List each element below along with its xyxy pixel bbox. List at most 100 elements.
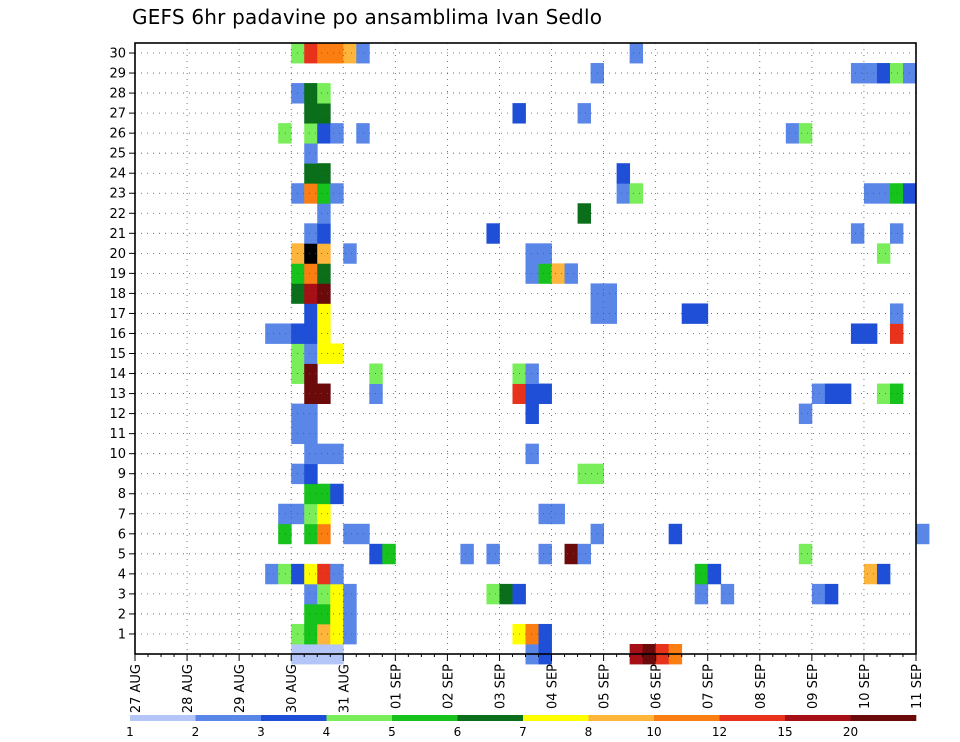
colorbar-swatch — [719, 715, 786, 721]
heatmap-cell — [330, 623, 344, 645]
plot-frame — [134, 42, 917, 655]
heatmap-cell — [538, 623, 552, 645]
y-tick-label: 22 — [109, 207, 126, 222]
heatmap-cell — [317, 623, 331, 645]
y-tick-label: 28 — [109, 87, 126, 102]
heatmap-cell — [317, 243, 331, 264]
heatmap-cell — [551, 503, 565, 525]
heatmap-cell — [369, 383, 383, 404]
heatmap-cell — [317, 203, 331, 224]
heatmap-cell — [629, 43, 644, 64]
heatmap-cell — [863, 183, 878, 204]
heatmap-cell — [317, 443, 331, 465]
colorbar: 1 2 3 4 5 6 7 8 10 12 15 20 — [126, 715, 917, 739]
heatmap-cell — [850, 223, 865, 244]
chart-title: GEFS 6hr padavine po ansamblima Ivan Sed… — [132, 5, 603, 29]
heatmap-cell — [798, 543, 813, 565]
heatmap-cell — [889, 63, 904, 84]
x-tick-label: 03 SEP — [493, 664, 508, 709]
heatmap-cell — [369, 543, 383, 565]
heatmap-cell — [330, 603, 344, 625]
heatmap-cell — [603, 283, 618, 304]
y-tick-label: 27 — [109, 107, 126, 122]
y-tick-label: 21 — [109, 227, 126, 242]
heatmap-cell — [330, 183, 344, 204]
x-tick-label: 11 SEP — [910, 664, 925, 709]
heatmap-cell — [538, 263, 552, 284]
colorbar-label: 1 — [126, 725, 134, 739]
y-tick-label: 2 — [118, 607, 126, 622]
heatmap-cell — [356, 523, 370, 545]
colorbar-label: 5 — [388, 725, 396, 739]
heatmap-cell — [317, 483, 331, 505]
heatmap-cell — [577, 463, 591, 485]
heatmap-cell — [304, 443, 318, 465]
heatmap-cell — [499, 583, 513, 605]
heatmap-cell — [330, 123, 344, 144]
heatmap-cell — [486, 543, 500, 565]
colorbar-label: 7 — [519, 725, 527, 739]
heatmap-cell — [616, 183, 631, 204]
y-axis: 1234567891011121314151617181920212223242… — [109, 47, 135, 642]
heatmap-cell — [538, 383, 552, 404]
heatmap-cell — [304, 503, 318, 525]
heatmap-cell — [304, 143, 318, 164]
heatmap-cell — [278, 563, 292, 585]
heatmap-cell — [304, 603, 318, 625]
heatmap-cell — [785, 123, 800, 144]
heatmap-cell — [460, 543, 474, 565]
x-tick-label: 05 SEP — [598, 664, 613, 709]
x-tick-label: 06 SEP — [650, 664, 665, 709]
y-tick-label: 20 — [109, 247, 126, 262]
heatmap-cell — [343, 523, 357, 545]
heatmap-cell — [330, 563, 344, 585]
heatmap-cell — [694, 303, 709, 324]
heatmap-cell — [304, 403, 318, 425]
heatmap-cell — [317, 583, 331, 605]
heatmap-cell — [317, 603, 331, 625]
heatmap-cell — [304, 283, 318, 304]
y-tick-label: 5 — [118, 547, 126, 562]
heatmap-cell — [616, 163, 631, 184]
heatmap-cell — [707, 563, 722, 585]
heatmap-cell — [304, 483, 318, 505]
y-tick-label: 24 — [109, 167, 126, 182]
heatmap-cell — [330, 343, 344, 364]
y-tick-label: 25 — [109, 147, 126, 162]
heatmap-cell — [304, 43, 318, 64]
heatmap-cell — [304, 163, 318, 184]
heatmap-cell — [577, 203, 591, 224]
y-tick-label: 16 — [109, 327, 126, 342]
heatmap-cell — [317, 163, 331, 184]
heatmap-cell — [330, 43, 344, 64]
heatmap-cell — [317, 323, 331, 344]
heatmap-cell — [317, 383, 331, 404]
x-tick-label: 04 SEP — [546, 664, 561, 709]
colorbar-label: 4 — [323, 725, 331, 739]
heatmap-cell — [356, 123, 370, 144]
heatmap-cell — [694, 583, 709, 605]
colorbar-swatch — [457, 715, 524, 721]
heatmap-cell — [304, 223, 318, 244]
heatmap-cell — [525, 243, 539, 264]
x-tick-label: 08 SEP — [754, 664, 769, 709]
heatmap-cell — [798, 123, 813, 144]
heatmap-cell — [486, 223, 500, 244]
colorbar-swatch — [195, 715, 262, 721]
heatmap-cell — [889, 323, 904, 344]
heatmap-cell — [304, 263, 318, 284]
colorbar-swatch — [392, 715, 458, 721]
heatmap-cell — [278, 523, 292, 545]
heatmap-cell — [317, 43, 331, 64]
heatmap-cell — [330, 483, 344, 505]
heatmap-cell — [525, 403, 539, 425]
x-tick-label: 07 SEP — [702, 664, 717, 709]
heatmap-cell — [317, 103, 331, 124]
heatmap-cell — [889, 383, 904, 404]
y-tick-label: 29 — [109, 67, 126, 82]
colorbar-label: 12 — [712, 725, 727, 739]
heatmap-cell — [889, 303, 904, 324]
heatmap-cell — [538, 243, 552, 264]
x-tick-label: 02 SEP — [441, 664, 456, 709]
